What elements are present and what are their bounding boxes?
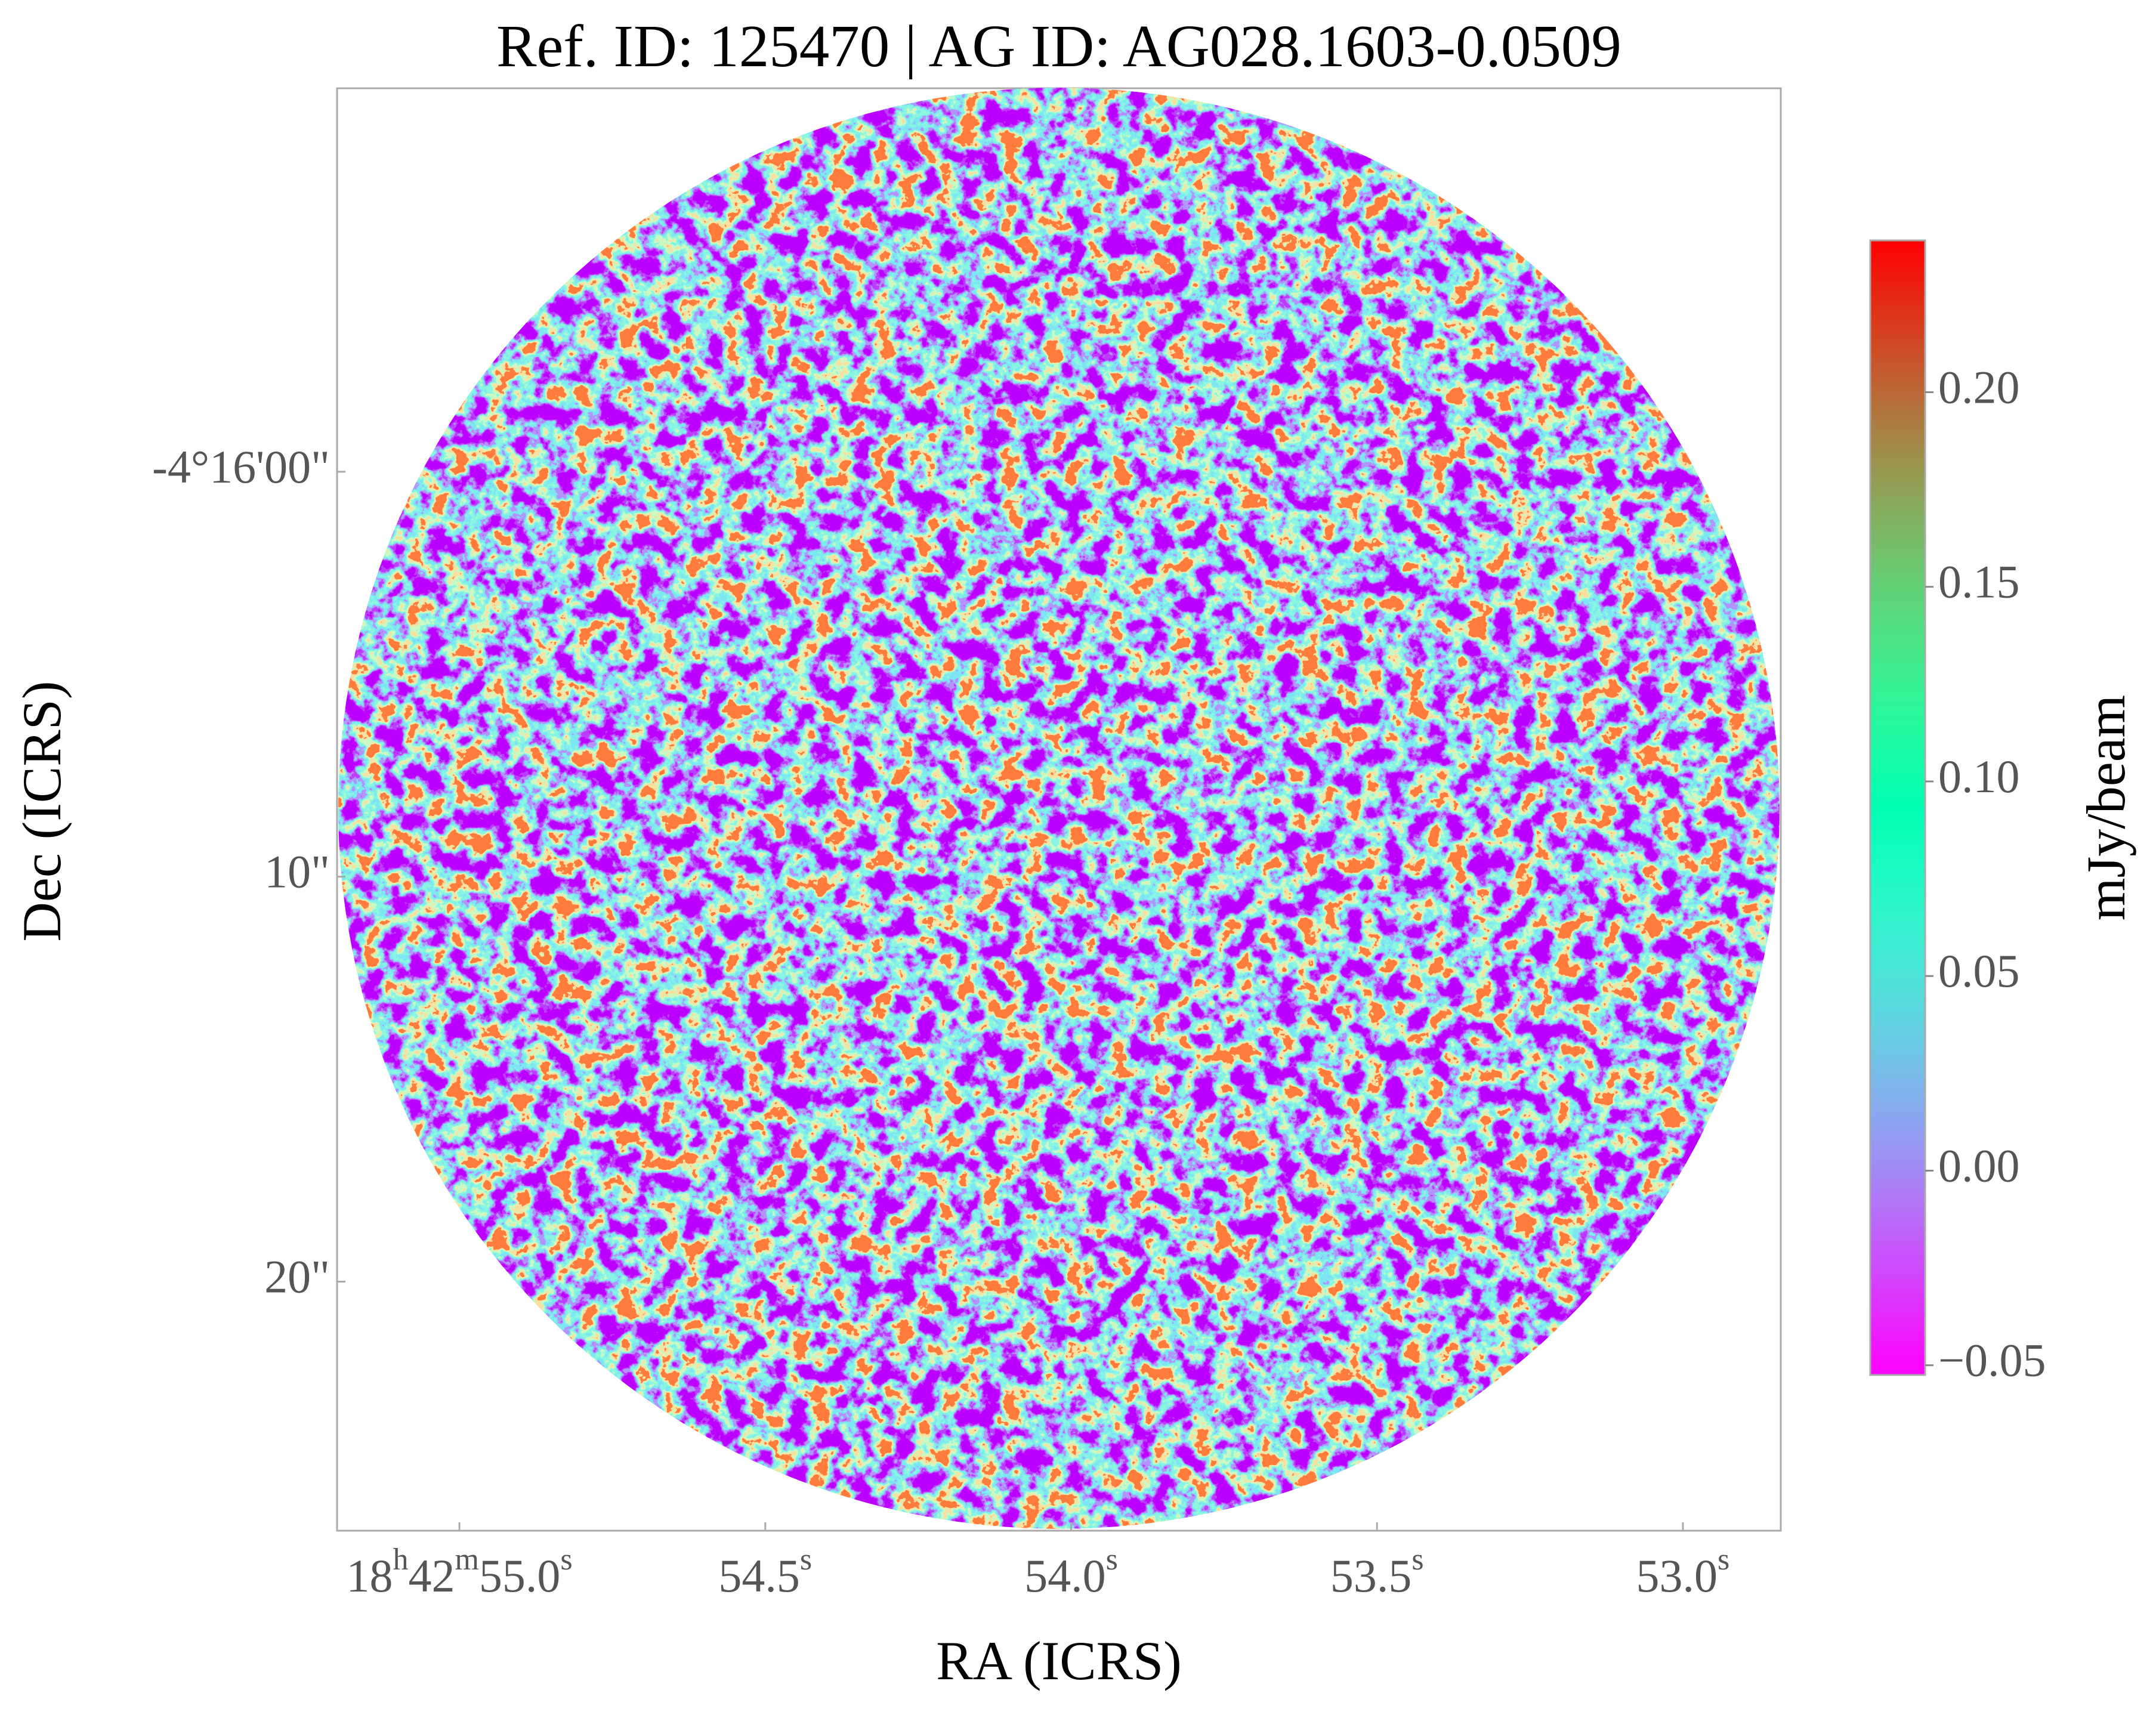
- colorbar: [1869, 239, 1926, 1376]
- colorbar-tick-label: 0.00: [1938, 1139, 2020, 1191]
- colorbar-tick-label: −0.05: [1938, 1334, 2046, 1386]
- x-tick-label: 54.0s: [1024, 1543, 1118, 1602]
- colorbar-tick-label: 0.20: [1938, 361, 2020, 413]
- colorbar-label: mJy/beam: [2075, 695, 2136, 920]
- y-axis-label: Dec (ICRS): [11, 681, 72, 942]
- colorbar-tick-label: 0.15: [1938, 556, 2020, 608]
- y-tick-label: -4°16'00": [152, 441, 330, 493]
- x-axis-label: RA (ICRS): [936, 1630, 1182, 1691]
- colorbar-tick-label: 0.05: [1938, 945, 2020, 997]
- y-tick-label: 20": [264, 1250, 330, 1302]
- x-tick-label: 53.5s: [1330, 1543, 1424, 1602]
- x-tick-label: 54.5s: [718, 1543, 812, 1602]
- x-tick-label: 18h42m55.0s: [346, 1543, 572, 1602]
- y-tick-label: 10": [264, 846, 330, 898]
- chart-title: Ref. ID: 125470 | AG ID: AG028.1603-0.05…: [496, 13, 1621, 79]
- x-tick-label: 53.0s: [1636, 1543, 1730, 1602]
- intensity-map: [338, 88, 1780, 1529]
- colorbar-tick-label: 0.10: [1938, 750, 2020, 802]
